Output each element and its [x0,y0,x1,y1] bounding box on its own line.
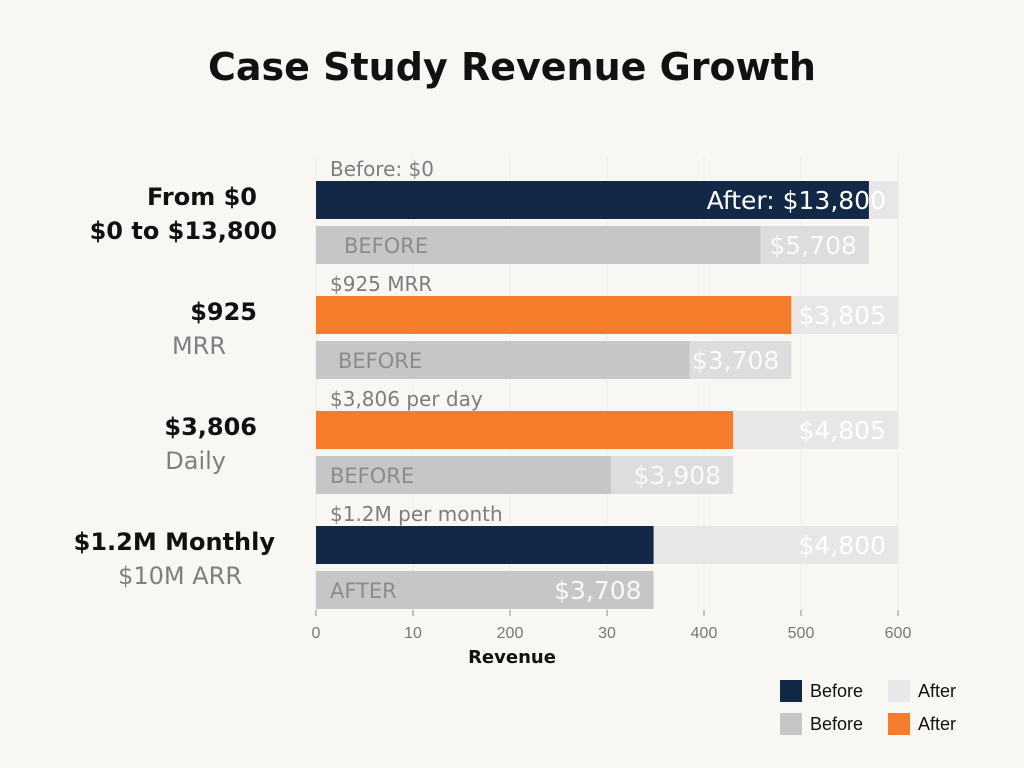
x-tick-label: 500 [788,625,815,642]
bar [316,411,734,449]
bars-layer: After: $13,800 BEFORE $5,708 $3,805 BEFORE $3… [316,181,898,609]
bar-captions: Before: $0 $925 MRR $3,806 per day $1.2M pe… [330,157,503,526]
bar-tag: BEFORE [330,464,414,488]
x-tick-label: 0 [312,625,321,642]
bar [316,456,611,494]
legend-label: After [918,681,956,701]
legend-label: After [918,714,956,734]
bar-value-label: $5,708 [769,231,856,260]
group-sublabel: $0 to $13,800 [90,217,277,245]
bar [316,341,690,379]
group-label: $1.2M Monthly [74,528,276,556]
bar-value-label: $4,805 [799,416,886,445]
bar [316,181,869,219]
group-sublabel: $10M ARR [118,562,242,590]
group-label: $3,806 [164,413,257,441]
bar-caption: $925 MRR [330,272,432,296]
bar-value-label: $3,708 [554,576,641,605]
bar-caption: $3,806 per day [330,387,483,411]
legend-swatch [780,680,802,702]
bar-tag: AFTER [330,579,397,603]
bar-tag: BEFORE [344,234,428,258]
legend-swatch [888,680,910,702]
bar-value-label: $3,805 [799,301,886,330]
legend-label: Before [810,714,863,734]
bar [316,296,792,334]
bar [316,571,654,609]
x-tick-label: 400 [691,625,718,642]
bar-value-label: $4,800 [799,531,886,560]
x-axis-label: Revenue [468,647,556,668]
bar-caption: $1.2M per month [330,502,503,526]
legend-swatch [888,713,910,735]
bar-caption: Before: $0 [330,157,434,181]
x-tick-label: 30 [598,625,616,642]
group-label: $925 [190,298,257,326]
group-labels: From $0 $0 to $13,800 $925 MRR $3,806 Daily $1… [74,183,277,590]
legend-label: Before [810,681,863,701]
legend-swatch [780,713,802,735]
bar-tag: BEFORE [338,349,422,373]
chart-title: Case Study Revenue Growth [208,45,816,89]
x-tick-label: 200 [497,625,524,642]
group-label: From $0 [147,183,257,211]
bar-value-label: $3,908 [634,461,721,490]
bar-value-label: $3,708 [692,346,779,375]
legend: Before After Before After [780,680,956,735]
bar [316,226,761,264]
x-tick-label: 10 [404,625,422,642]
group-sublabel: Daily [165,447,226,475]
bar [316,526,654,564]
bar-value-label: After: $13,800 [707,186,886,215]
x-ticks: 0 10 200 30 400 500 600 [312,610,912,642]
group-sublabel: MRR [172,332,226,360]
x-tick-label: 600 [885,625,912,642]
